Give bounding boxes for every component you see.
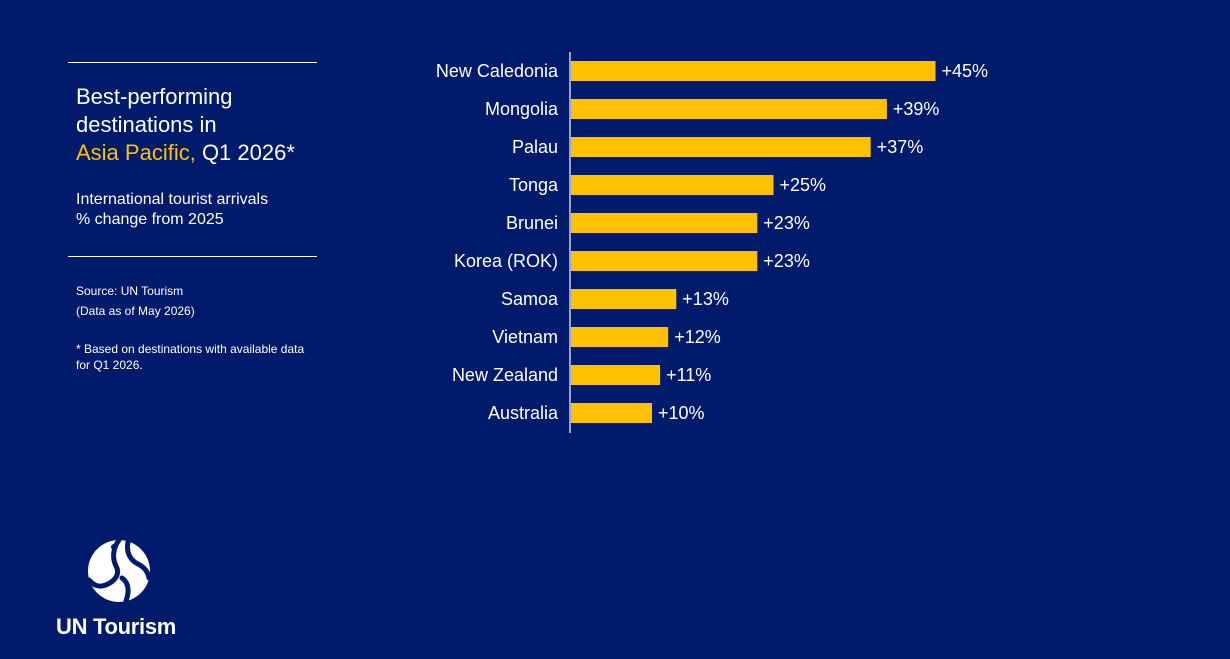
data-label: +39% (893, 99, 940, 119)
bar (571, 289, 677, 309)
bar (571, 365, 661, 385)
subtitle-line-1: International tourist arrivals (76, 191, 269, 208)
bar (571, 99, 887, 119)
category-label: Samoa (501, 289, 559, 309)
category-label: Mongolia (485, 99, 559, 119)
category-label: Korea (ROK) (454, 251, 558, 271)
data-label: +25% (780, 175, 827, 195)
category-label: Australia (488, 403, 559, 423)
title-line-2: destinations in (76, 112, 217, 137)
data-label: +10% (658, 403, 705, 423)
bar (571, 251, 758, 271)
title-line-1: Best-performing (76, 84, 233, 109)
source-line-2: (Data as of May 2026) (76, 304, 195, 318)
bar (571, 61, 936, 81)
subtitle-line-2: % change from 2025 (76, 211, 224, 228)
bar (571, 327, 669, 347)
data-label: +11% (666, 365, 711, 385)
chart-subtitle: International tourist arrivals % change … (76, 190, 336, 230)
category-label: New Caledonia (436, 61, 559, 81)
data-label: +45% (942, 61, 989, 81)
data-label: +23% (763, 213, 810, 233)
title-rest: Q1 2026* (195, 140, 295, 165)
top-divider (68, 62, 317, 63)
title-highlight: Asia Pacific, (76, 140, 196, 165)
footnote-line-2: for Q1 2026. (76, 358, 143, 372)
data-label: +37% (877, 137, 924, 157)
un-tourism-globe-icon (86, 538, 152, 604)
logo-text: UN Tourism (56, 614, 177, 639)
category-label: Vietnam (492, 327, 558, 347)
footnote: * Based on destinations with available d… (76, 341, 336, 373)
bottom-divider (68, 256, 317, 257)
data-label: +12% (674, 327, 721, 347)
bar (571, 137, 871, 157)
bar (571, 403, 652, 423)
chart-title: Best-performing destinations in Asia Pac… (76, 83, 346, 167)
source-note: Source: UN Tourism (Data as of May 2026) (76, 281, 336, 321)
bar (571, 213, 758, 233)
category-label: Palau (512, 137, 558, 157)
source-line-1: Source: UN Tourism (76, 284, 184, 298)
category-label: Tonga (509, 175, 559, 195)
un-tourism-logo: UN Tourism (56, 538, 196, 639)
category-label: Brunei (506, 213, 558, 233)
footnote-line-1: * Based on destinations with available d… (76, 342, 305, 356)
category-label: New Zealand (452, 365, 558, 385)
data-label: +23% (763, 251, 810, 271)
bar (571, 175, 774, 195)
data-label: +13% (682, 289, 729, 309)
